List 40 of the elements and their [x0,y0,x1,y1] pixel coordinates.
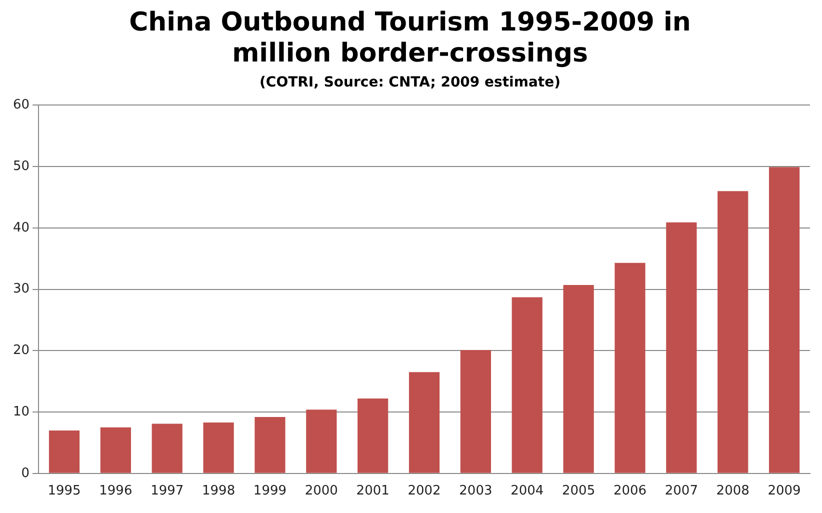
x-tick-label: 1999 [253,484,287,499]
x-tick-label: 2006 [613,484,647,499]
x-tick-label: 2002 [408,484,441,499]
x-tick-label: 2007 [664,484,698,499]
y-tick-label: 50 [12,158,30,174]
x-tick-label: 2008 [716,484,750,499]
bar [408,372,440,473]
bar [718,191,748,473]
x-tick-label: 1998 [202,484,236,499]
bar [306,410,337,473]
bar [563,285,594,473]
x-tick-label: 1996 [99,484,132,499]
x-tick-label: 2004 [510,484,544,499]
bar [460,350,491,473]
x-tick-label: 2000 [304,484,338,499]
y-tick-label: 20 [12,343,30,358]
x-tick-label: 1995 [48,484,81,499]
bar [768,167,800,473]
bar [48,430,80,473]
x-tick-label: 2003 [459,484,492,499]
text: million border-crossings [232,38,588,69]
y-tick-label: 60 [12,98,30,113]
bar [203,422,234,473]
bar [512,297,542,473]
y-tick-label: 0 [21,466,30,481]
x-tick-label: 2005 [562,484,596,499]
y-tick-label: 40 [12,220,30,236]
chart-subtitle: (COTRI, Source: CNTA; 2009 estimate) [260,74,560,90]
bar [614,262,646,473]
bar [100,427,131,473]
y-tick-label: 10 [12,404,30,420]
bar [666,222,697,473]
bar [254,416,286,473]
x-tick-label: 2001 [356,484,390,499]
text: China Outbound Tourism 1995-2009 in [129,7,691,38]
bar [152,424,182,473]
x-tick-label: 2009 [768,484,801,499]
y-tick-label: 30 [12,282,30,297]
x-tick-label: 1997 [150,484,184,499]
bar [358,398,388,473]
